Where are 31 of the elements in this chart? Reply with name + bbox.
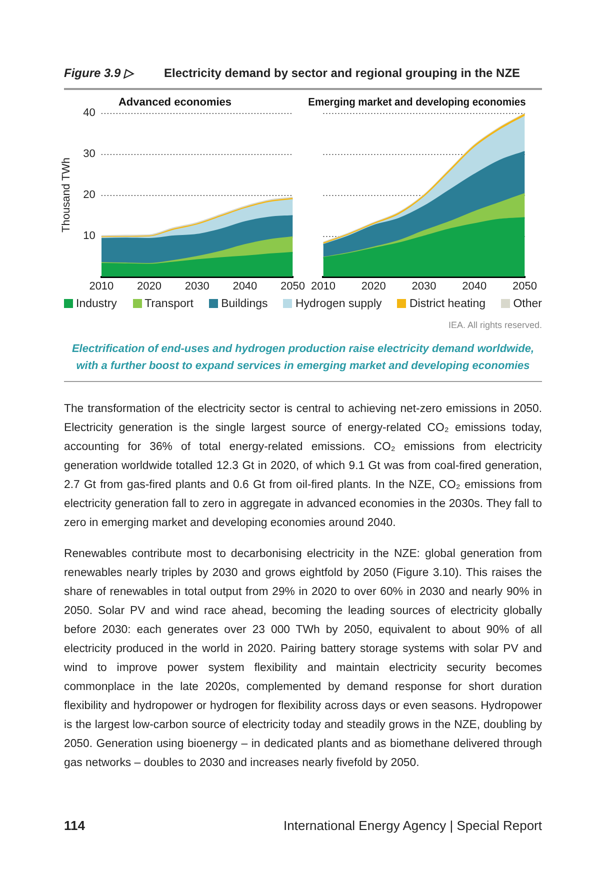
x-tick-label: 2010	[89, 280, 114, 292]
text: International Energy Agency | Special Report	[282, 818, 542, 833]
legend-label: Hydrogen supply	[294, 298, 382, 310]
y-tick-label: 10	[83, 230, 96, 242]
text: Renewables contribute most to decarbonising electricity in the NZE: global generation from renewables nearly triples by 2030 and grows eightfold by 2050 (Figure 3.10). This raises the share of renewables in total output from 29% in 2020 to over 60% in 2030 and nearly 90% in 2050. Solar PV and wind race ahead, becoming the leading sources of electricity globally before 2030: each generates over 23 000 TWh by 2050, equivalent to about 90% of all electricity produced in the world in 2020. Pairing battery storage systems with solar PV and wind to improve power system flexibility and maintain electricity security becomes commonplace in the late 2020s, complemented by demand response for short duration flexibility and hydropower or hydrogen for flexibility across days or even seasons. Hydropower is the largest low-carbon source of electricity today and steadily grows in the NZE, doubling by 2050. Generation using bioenergy – in dedicated plants and as biomethane delivered through gas networks – doubles to 2030 and increases nearly fivefold by 2050.	[64, 548, 542, 769]
y-tick-label: 30	[83, 148, 96, 160]
legend-label: Industry	[75, 298, 117, 310]
x-tick-label: 2050	[512, 280, 538, 292]
chart-title: Advanced economies	[118, 96, 232, 109]
legend-label: District heating	[408, 298, 486, 310]
text: IEA. All rights reserved.	[447, 320, 542, 330]
x-tick-label: 2050	[280, 280, 306, 292]
x-tick-label: 2010	[310, 280, 336, 292]
legend-label: Buildings	[220, 298, 268, 310]
text: 114	[64, 818, 85, 833]
caption: Figure 3.9 ▷	[64, 66, 136, 80]
chart-title: Emerging market and developing economies	[308, 96, 526, 109]
y-tick-label: 20	[83, 189, 96, 202]
x-tick-label: 2040	[462, 280, 487, 292]
x-tick-label: 2020	[361, 280, 386, 292]
x-tick-label: 2040	[232, 280, 258, 292]
text: Electricity demand by sector and regional grouping in the NZE	[164, 66, 520, 80]
legend-label: Other	[512, 298, 542, 310]
x-tick-label: 2020	[137, 280, 162, 292]
x-tick-label: 2030	[412, 280, 436, 292]
y-tick-label: 40	[83, 107, 96, 120]
text: The transformation of the electricity sector is central to achieving net-zero emissions in 2050. Electricity generation is the single largest source of energy-related CO₂ emissions today, accounting for 36% of total energy-related emissions. CO₂ emissions from electricity generation worldwide totalled 12.3 Gt in 2020, of which 9.1 Gt was from coal-fired generation, 2.7 Gt from gas-fired plants and 0.6 Gt from oil-fired plants. In the NZE, CO₂ emissions from electricity generation fall to zero in aggregate in advanced economies in the 2030s. They fall to zero in emerging market and developing economies around 2040.	[64, 402, 542, 531]
legend-label: Transport	[144, 298, 194, 310]
text: Electrification of end-uses and hydrogen production raise electricity demand worldwide, with a further boost to expand services in emerging market and developing economies	[64, 341, 542, 382]
x-tick-label: 2030	[184, 280, 210, 292]
y-axis-title: Thousand TWh	[60, 157, 73, 233]
